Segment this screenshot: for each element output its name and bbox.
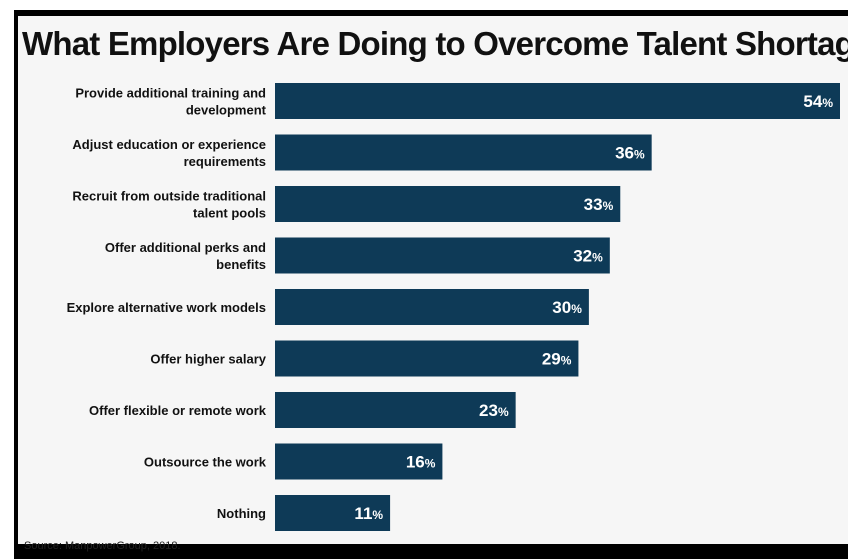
bar bbox=[275, 495, 391, 531]
category-label: Offer higher salary bbox=[150, 352, 266, 367]
chart-title: What Employers Are Doing to Overcome Tal… bbox=[22, 25, 848, 62]
bar-value-label: 30% bbox=[552, 298, 582, 317]
bar-value-label: 16% bbox=[406, 453, 436, 472]
bar bbox=[275, 289, 589, 325]
category-label: Outsource the work bbox=[144, 455, 267, 470]
category-label: Provide additional training and developme… bbox=[75, 86, 266, 118]
bar-value-label: 32% bbox=[573, 247, 603, 266]
bar-value-label: 54% bbox=[803, 92, 833, 111]
bar-value-label: 29% bbox=[542, 350, 572, 369]
bar bbox=[275, 186, 621, 222]
bar bbox=[275, 237, 610, 274]
category-label: Offer additional perks and benefits bbox=[105, 240, 266, 272]
source-note: Source: ManpowerGroup, 2018. bbox=[24, 540, 181, 552]
category-label: Adjust education or experience requiremen… bbox=[72, 137, 266, 169]
bar bbox=[275, 134, 652, 171]
bar-value-label: 11% bbox=[354, 504, 383, 523]
bar bbox=[275, 83, 840, 119]
bar bbox=[275, 340, 579, 377]
bar bbox=[275, 443, 443, 480]
category-label: Explore alternative work models bbox=[67, 300, 266, 315]
category-label: Nothing bbox=[217, 506, 266, 521]
bar-value-label: 23% bbox=[479, 401, 509, 420]
bar bbox=[275, 392, 516, 428]
bar-value-label: 36% bbox=[615, 144, 645, 163]
category-label: Recruit from outside traditional talent p… bbox=[72, 189, 266, 221]
bar-value-label: 33% bbox=[584, 195, 614, 214]
category-label: Offer flexible or remote work bbox=[89, 403, 267, 418]
